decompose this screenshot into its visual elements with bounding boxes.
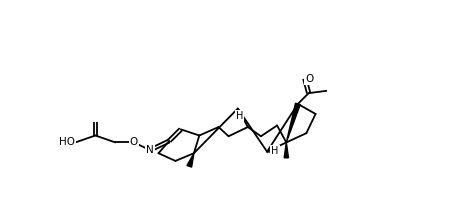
Text: O: O — [130, 137, 138, 147]
Polygon shape — [187, 153, 194, 167]
Text: HO: HO — [60, 137, 75, 147]
Text: N: N — [146, 145, 154, 155]
Polygon shape — [284, 142, 289, 158]
Polygon shape — [286, 103, 300, 142]
Text: HO: HO — [60, 137, 75, 147]
Text: H: H — [271, 146, 278, 156]
Text: O: O — [305, 73, 314, 83]
Text: H: H — [236, 111, 243, 121]
